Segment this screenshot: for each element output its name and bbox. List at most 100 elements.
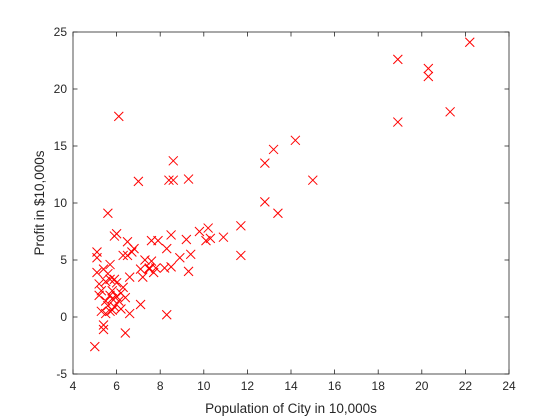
data-point <box>129 243 139 254</box>
data-point <box>120 328 131 338</box>
data-point <box>103 268 113 279</box>
data-point-stroke <box>135 299 146 310</box>
data-point-stroke <box>94 279 105 289</box>
data-point <box>94 279 105 289</box>
data-point <box>109 301 120 312</box>
data-point <box>94 290 105 301</box>
tick-layer: 4 6 8 10 12 14 16 18 20 22 24 -5 0 5 10 15 20 25 <box>54 25 516 393</box>
data-point-stroke <box>164 175 174 186</box>
x-axis-label: Population of City in 10,000s <box>205 401 377 416</box>
data-point <box>168 155 179 166</box>
data-point <box>124 308 135 319</box>
data-point-stroke <box>174 252 185 263</box>
data-point-stroke <box>111 291 122 302</box>
data-point <box>105 274 115 285</box>
data-point-stroke <box>129 243 139 254</box>
data-point-stroke <box>113 111 124 122</box>
data-point-stroke <box>259 158 270 168</box>
x-tick-label: 14 <box>284 379 298 393</box>
data-point-stroke <box>118 282 128 293</box>
data-point-stroke <box>109 274 120 285</box>
data-point-stroke <box>166 230 176 240</box>
data-point-stroke <box>103 268 113 279</box>
data-point-stroke <box>423 63 434 74</box>
data-point-stroke <box>392 54 403 65</box>
data-point <box>135 264 146 274</box>
data-point-stroke <box>464 37 475 48</box>
data-point-stroke <box>259 197 270 207</box>
data-point-stroke <box>118 250 128 261</box>
data-point <box>205 233 216 244</box>
data-point-stroke <box>120 292 131 303</box>
data-point <box>464 37 475 48</box>
data-point <box>118 282 128 293</box>
data-point-stroke <box>124 272 135 282</box>
data-point <box>148 267 159 278</box>
data-point-stroke <box>109 301 120 312</box>
y-tick-label: 25 <box>54 25 68 39</box>
y-tick-label: 15 <box>54 139 68 153</box>
data-point <box>183 266 194 277</box>
data-point-stroke <box>236 220 246 231</box>
data-point <box>107 285 118 296</box>
data-point-stroke <box>96 306 107 317</box>
data-point-stroke <box>92 252 102 263</box>
data-point <box>137 272 148 282</box>
data-point <box>92 252 102 263</box>
data-point <box>105 259 115 270</box>
data-point-stroke <box>150 263 161 273</box>
data-point <box>392 117 403 127</box>
data-point <box>445 106 455 117</box>
data-point <box>161 243 172 254</box>
data-point <box>124 272 135 282</box>
data-point <box>174 252 185 263</box>
data-point-stroke <box>148 267 159 278</box>
data-point <box>164 175 174 186</box>
data-point-stroke <box>105 274 115 285</box>
data-point <box>98 324 109 335</box>
data-point <box>236 250 246 261</box>
data-point <box>259 197 270 207</box>
data-point-stroke <box>307 175 318 186</box>
data-point <box>218 232 229 243</box>
data-point-stroke <box>392 117 403 127</box>
data-point <box>185 249 196 260</box>
data-point <box>268 144 279 155</box>
data-point <box>113 111 124 122</box>
y-tick-label: -5 <box>56 367 67 381</box>
data-point <box>135 299 146 310</box>
data-point <box>392 54 403 65</box>
plot-area <box>73 32 509 374</box>
data-point <box>183 174 194 184</box>
data-point-stroke <box>103 208 113 219</box>
data-point-stroke <box>111 228 122 239</box>
data-point-stroke <box>203 223 214 233</box>
data-point-stroke <box>98 324 109 335</box>
x-tick-label: 4 <box>70 379 77 393</box>
data-point-stroke <box>159 263 170 273</box>
data-point-stroke <box>122 236 133 247</box>
data-point <box>161 309 172 320</box>
x-tick-label: 18 <box>372 379 386 393</box>
data-point-stroke <box>113 296 124 306</box>
data-point-stroke <box>273 208 283 219</box>
data-point-stroke <box>183 174 194 184</box>
data-point <box>118 250 128 261</box>
x-tick-label: 6 <box>113 379 120 393</box>
y-tick-label: 20 <box>54 82 68 96</box>
data-point-stroke <box>146 256 157 266</box>
data-point <box>259 158 270 168</box>
data-point-stroke <box>423 71 434 82</box>
x-tick-label: 8 <box>157 379 164 393</box>
data-point-stroke <box>137 272 148 282</box>
data-point <box>168 175 179 186</box>
data-point <box>92 267 102 278</box>
data-point-stroke <box>161 309 172 320</box>
data-point <box>166 261 176 272</box>
data-point <box>290 135 301 146</box>
data-point-stroke <box>94 290 105 301</box>
data-point-stroke <box>98 320 109 330</box>
data-point-stroke <box>105 259 115 270</box>
data-point-stroke <box>124 308 135 319</box>
